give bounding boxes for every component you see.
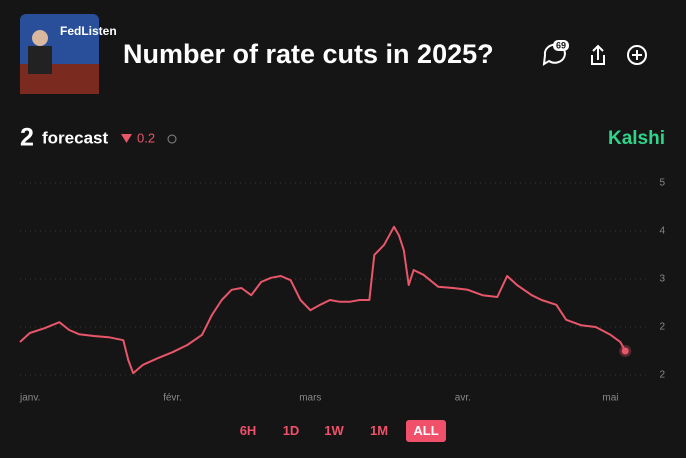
add-icon-plus: [632, 50, 642, 60]
title: Number of rate cuts in 2025?: [123, 39, 494, 69]
y-tick-label: 2: [659, 370, 665, 381]
change-arrow: [121, 134, 132, 143]
chart: 5 4 3 2 2 janv. févr. mars avr. mai: [19, 178, 665, 404]
x-tick-label: janv.: [19, 393, 40, 404]
thumbnail-person: [32, 30, 48, 46]
comments-badge: [553, 40, 569, 51]
forecast-label: forecast: [42, 128, 108, 147]
x-tick-label: mai: [602, 393, 618, 404]
brand: Kalshi: [608, 128, 665, 149]
end-point: [621, 347, 629, 355]
y-tick-label: 2: [659, 322, 665, 333]
thumbnail-person-body: [28, 46, 52, 74]
x-tick-label: avr.: [455, 393, 471, 404]
comments-count: 69: [556, 40, 566, 50]
header: FedListen Number of rate cuts in 2025? 6…: [20, 14, 665, 152]
range-button[interactable]: 1M: [369, 423, 389, 438]
thumbnail-text: FedListen: [60, 24, 117, 38]
y-tick-label: 4: [659, 226, 665, 237]
share-icon[interactable]: [591, 44, 605, 65]
x-tick-label: mars: [299, 393, 321, 404]
comments-icon[interactable]: [542, 43, 566, 66]
forecast-value: 2: [20, 124, 34, 152]
info-icon[interactable]: [167, 134, 177, 144]
x-tick-label: févr.: [163, 393, 182, 404]
line: [19, 225, 627, 375]
y-tick-label: 3: [659, 274, 665, 285]
range-button[interactable]: ALL: [406, 420, 446, 442]
range-button[interactable]: 1W: [324, 423, 344, 438]
add-icon[interactable]: [627, 45, 647, 65]
forecast-change: 0.2: [137, 130, 155, 145]
y-tick-label: 5: [659, 178, 665, 189]
range-button[interactable]: 6H: [239, 423, 257, 438]
range-button[interactable]: 1D: [282, 423, 300, 438]
